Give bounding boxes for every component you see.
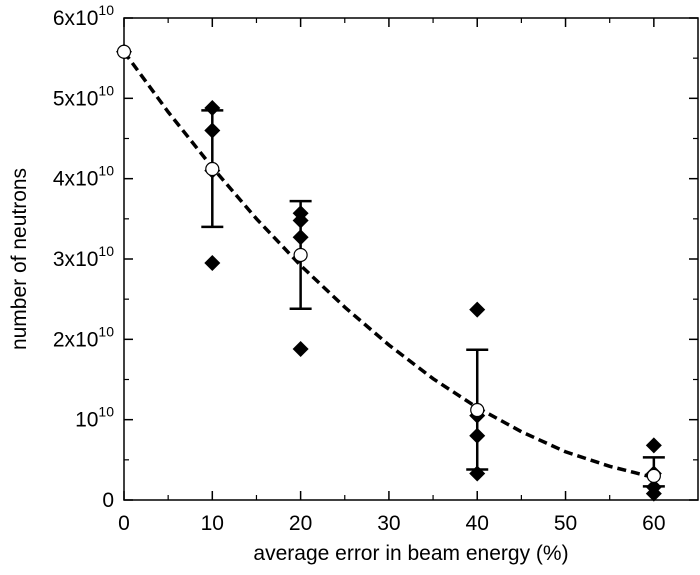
y-tick-label: 6x1010	[53, 2, 114, 30]
y-tick-exponent: 10	[98, 243, 114, 259]
y-tick-mantissa: 2x	[53, 328, 76, 351]
y-tick-base: 10	[75, 87, 98, 110]
x-tick-label: 40	[466, 512, 489, 535]
y-tick-base: 10	[75, 409, 98, 432]
y-axis-title: number of neutrons	[8, 168, 31, 350]
data-point-diamond	[204, 255, 221, 272]
y-tick-exponent: 10	[98, 163, 114, 179]
y-tick-base: 10	[75, 7, 98, 30]
mean-point	[470, 402, 485, 418]
y-tick-mantissa: 5x	[53, 87, 76, 110]
x-tick-label: 0	[118, 512, 130, 535]
y-tick-label: 5x1010	[53, 82, 114, 110]
x-axis-title: average error in beam energy (%)	[253, 542, 568, 565]
y-tick-label: 3x1010	[53, 243, 114, 271]
x-tick-label: 60	[642, 512, 665, 535]
y-tick-mantissa: 3x	[53, 248, 76, 271]
data-point-diamond	[204, 122, 221, 139]
y-tick-label: 1010	[75, 404, 114, 432]
data-point-diamond	[469, 301, 486, 318]
x-tick-label: 20	[289, 512, 312, 535]
y-tick-label: 2x1010	[53, 323, 114, 351]
x-tick-label: 30	[377, 512, 400, 535]
y-tick-label: 4x1010	[53, 163, 114, 191]
x-axis-ticks: 0 10 20 30 40 50 60	[118, 18, 666, 535]
data-point-diamond	[204, 99, 221, 116]
data-point-diamond	[645, 437, 662, 454]
y-tick-base: 0	[102, 489, 114, 512]
y-tick-base: 10	[75, 168, 98, 191]
y-tick-exponent: 10	[98, 404, 114, 420]
y-tick-label: 0	[102, 489, 114, 512]
data-point-diamond	[469, 465, 486, 482]
y-tick-base: 10	[75, 248, 98, 271]
x-tick-label: 10	[201, 512, 224, 535]
y-tick-mantissa: 4x	[53, 168, 76, 191]
mean-point	[205, 161, 220, 177]
data-point-diamond	[292, 212, 309, 229]
mean-points-layer	[116, 44, 661, 483]
y-tick-exponent: 10	[98, 2, 114, 18]
y-tick-exponent: 10	[98, 323, 114, 339]
mean-point	[293, 247, 308, 263]
data-point-diamond	[469, 427, 486, 444]
data-point-diamond	[292, 340, 309, 357]
data-point-diamond	[645, 485, 662, 502]
y-tick-base: 10	[75, 328, 98, 351]
x-tick-label: 50	[554, 512, 577, 535]
y-tick-mantissa: 6x	[53, 7, 76, 30]
mean-point	[116, 44, 132, 59]
mean-point	[646, 468, 661, 483]
data-point-diamond	[292, 229, 309, 246]
y-tick-exponent: 10	[98, 82, 114, 98]
